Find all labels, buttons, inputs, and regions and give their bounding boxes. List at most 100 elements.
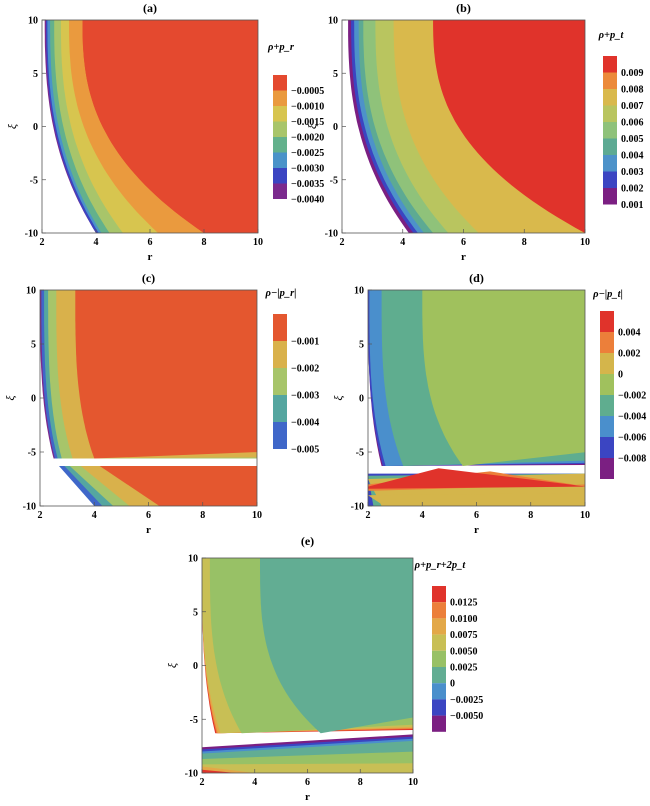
legend-swatch xyxy=(600,437,614,458)
legend-label: −0.004 xyxy=(618,412,646,423)
y-tick-label: 5 xyxy=(359,340,364,351)
legend-label: −0.004 xyxy=(291,418,319,429)
x-tick-label: 6 xyxy=(461,237,466,248)
legend-swatch xyxy=(603,72,617,89)
panel-label: (c) xyxy=(142,271,155,285)
legend-label: −0.0020 xyxy=(291,133,324,144)
contour-bands xyxy=(342,20,585,233)
upper-band xyxy=(75,290,257,459)
legend-label: 0.0100 xyxy=(450,614,478,625)
y-tick-label: -10 xyxy=(185,769,198,780)
x-tick-label: 6 xyxy=(146,510,151,521)
legend-label: −0.008 xyxy=(618,454,646,465)
legend-label: −0.005 xyxy=(291,445,319,456)
y-tick-label: -10 xyxy=(25,229,38,240)
x-tick-label: 6 xyxy=(474,510,479,521)
x-tick-label: 10 xyxy=(580,237,590,248)
lower-band xyxy=(368,493,585,506)
y-tick-label: 10 xyxy=(28,16,38,27)
legend-swatch xyxy=(603,105,617,122)
y-tick-label: 5 xyxy=(31,340,36,351)
x-tick-label: 4 xyxy=(420,510,425,521)
legend-swatch xyxy=(273,314,287,341)
y-tick-label: 0 xyxy=(359,394,364,405)
legend-label: 0.001 xyxy=(621,200,644,211)
legend-label: −0.003 xyxy=(291,391,319,402)
legend-label: 0.004 xyxy=(621,151,644,162)
x-tick-label: 8 xyxy=(202,237,207,248)
legend-label: 0.0025 xyxy=(450,663,478,674)
panel-label: (b) xyxy=(456,1,471,15)
contour-band xyxy=(433,20,585,233)
legend-title: ρ−|p_t| xyxy=(592,289,623,300)
y-tick-label: 10 xyxy=(188,554,198,565)
y-tick-label: -5 xyxy=(28,448,36,459)
x-tick-label: 2 xyxy=(366,510,371,521)
panel-4: 2 4 6 8 10 10 5 0 -5 -10 r ξ (e) ρ+p_r+2p_t 0.0125 0.01… xyxy=(165,534,483,803)
contour-band xyxy=(82,20,258,233)
x-axis-label: r xyxy=(146,524,151,536)
y-axis-label: ξ xyxy=(165,662,179,668)
x-tick-label: 10 xyxy=(253,237,263,248)
legend-label: −0.0010 xyxy=(291,102,324,113)
x-tick-label: 6 xyxy=(148,237,153,248)
legend-swatch xyxy=(600,458,614,479)
legend-label: −0.0035 xyxy=(291,179,324,190)
legend-label: −0.0025 xyxy=(450,695,483,706)
panel-2: 2 4 6 8 10 10 5 0 -5 -10 r ξ (c) ρ−|p_r| −0.001 −0.002 −… xyxy=(3,271,319,536)
x-tick-label: 2 xyxy=(38,510,43,521)
legend-swatch xyxy=(273,137,287,153)
legend-swatch xyxy=(273,106,287,122)
legend-swatch xyxy=(432,602,446,619)
legend-label: 0.009 xyxy=(621,68,644,79)
legend-title: ρ+p_r xyxy=(267,42,295,53)
lower-band xyxy=(368,468,585,489)
legend-swatch xyxy=(600,395,614,416)
legend-label: 0 xyxy=(450,679,455,690)
contour-bands xyxy=(42,20,258,233)
legend-swatch xyxy=(432,683,446,700)
x-tick-label: 2 xyxy=(340,237,345,248)
legend-swatch xyxy=(273,75,287,91)
x-tick-label: 10 xyxy=(252,510,262,521)
x-tick-label: 2 xyxy=(40,237,45,248)
y-tick-label: 0 xyxy=(33,122,38,133)
x-tick-label: 10 xyxy=(408,777,418,788)
y-tick-label: 5 xyxy=(33,69,38,80)
x-tick-label: 8 xyxy=(200,510,205,521)
legend-swatch xyxy=(600,311,614,332)
legend-swatch xyxy=(273,341,287,368)
legend-swatch xyxy=(432,650,446,667)
legend-label: 0.0125 xyxy=(450,598,478,609)
legend-swatch xyxy=(273,422,287,449)
legend-swatch xyxy=(603,171,617,188)
y-tick-label: 0 xyxy=(333,122,338,133)
y-tick-label: -10 xyxy=(325,229,338,240)
legend-label: −0.002 xyxy=(618,391,646,402)
y-tick-label: 5 xyxy=(193,607,198,618)
x-tick-label: 10 xyxy=(580,510,590,521)
y-tick-label: -10 xyxy=(351,502,364,513)
legend-swatch xyxy=(273,168,287,184)
legend-label: 0.0050 xyxy=(450,646,478,657)
x-tick-label: 4 xyxy=(94,237,99,248)
legend-swatch xyxy=(600,416,614,437)
legend-swatch xyxy=(600,374,614,395)
legend-swatch xyxy=(603,188,617,205)
legend-swatch xyxy=(600,353,614,374)
y-tick-label: -5 xyxy=(330,175,338,186)
panel-label: (e) xyxy=(301,534,314,548)
legend-title: ρ−|p_r| xyxy=(265,288,297,299)
legend-label: 0.0075 xyxy=(450,630,478,641)
x-axis-label: r xyxy=(305,791,310,803)
legend-swatch xyxy=(603,122,617,139)
x-tick-label: 8 xyxy=(528,510,533,521)
panel-1: 2 4 6 8 10 10 5 0 -5 -10 r ξ (b) ρ+p_t 0.009 0.008 0.007… xyxy=(305,1,644,263)
legend-label: −0.0015 xyxy=(291,117,324,128)
legend-swatch xyxy=(432,715,446,732)
panel-label: (d) xyxy=(469,271,484,285)
legend-title: ρ+p_t xyxy=(598,30,625,41)
y-tick-label: -5 xyxy=(30,175,38,186)
legend-label: 0.008 xyxy=(621,85,644,96)
empty-region xyxy=(42,20,95,233)
